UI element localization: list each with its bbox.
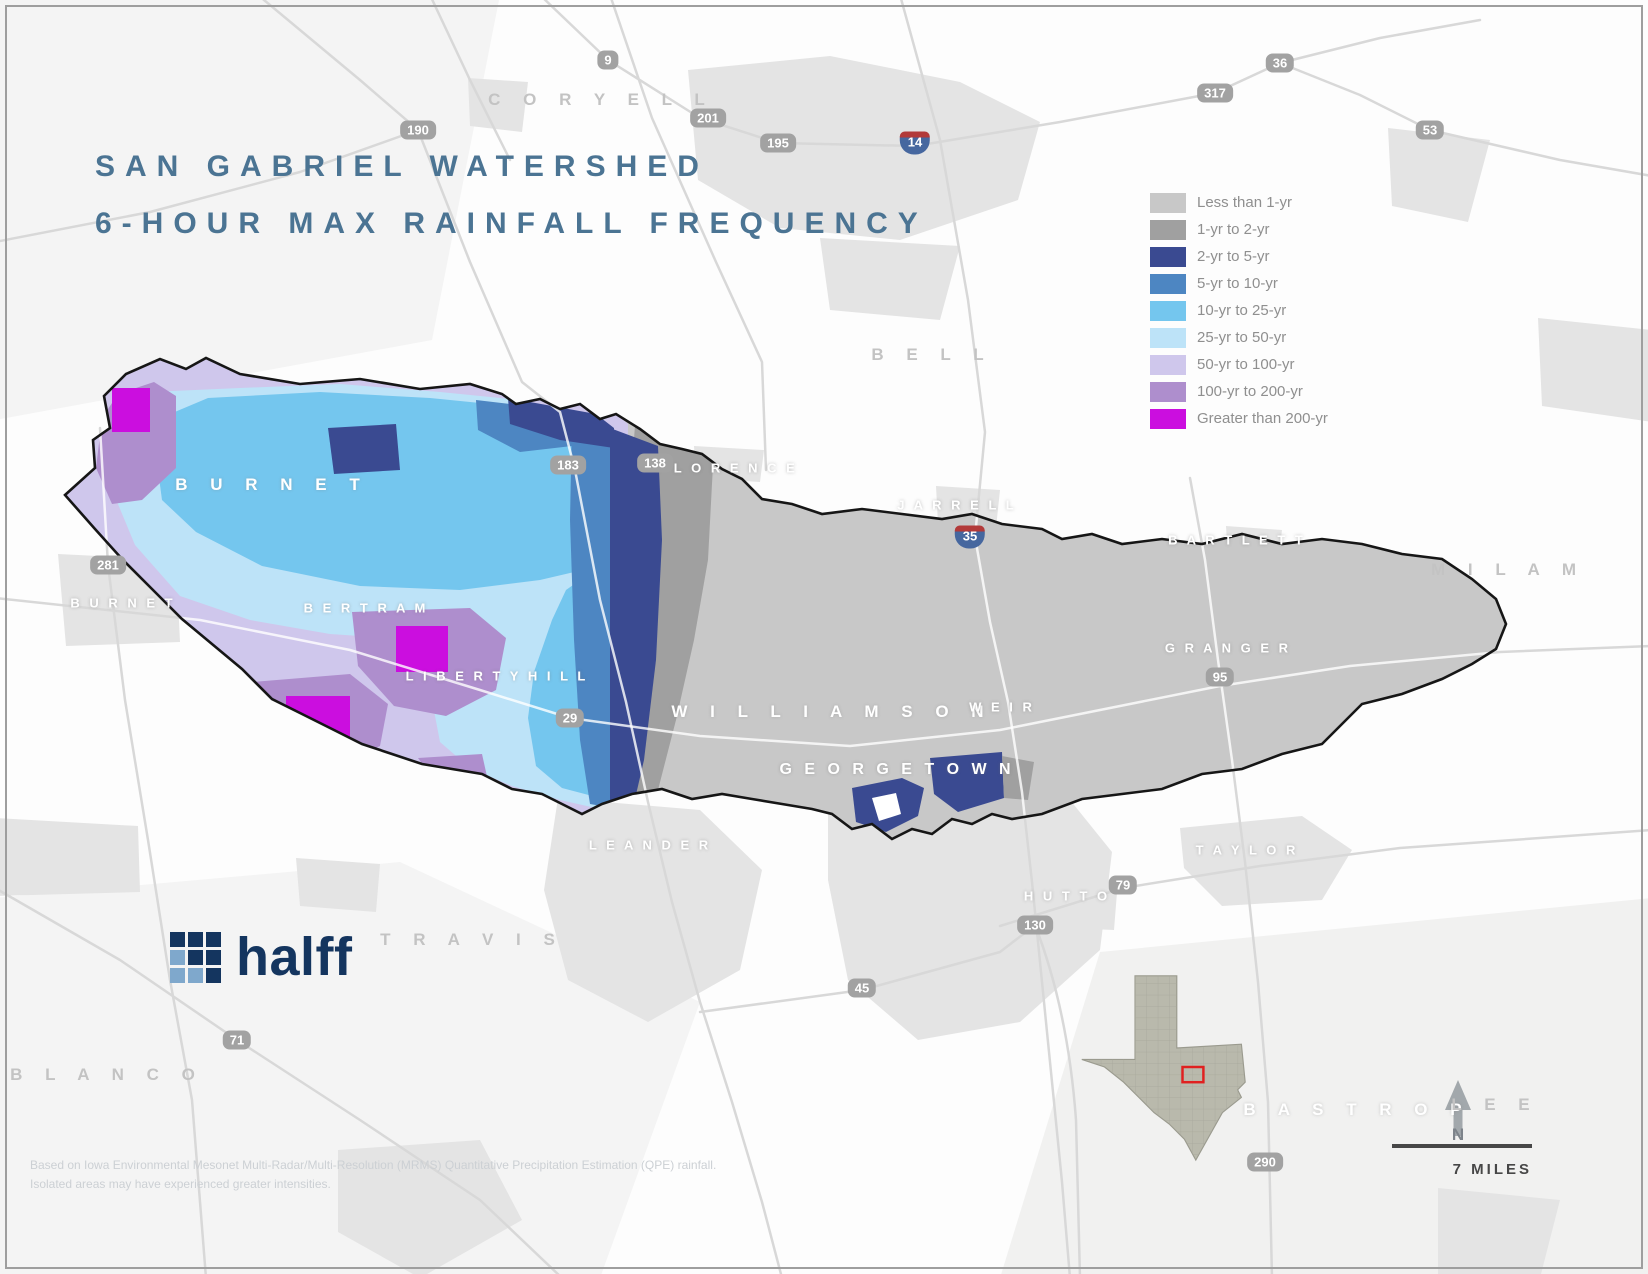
zone-2yr-5yr-georgetown-2	[930, 752, 1004, 812]
texas-inset-map	[1081, 975, 1246, 1162]
legend-label: 5-yr to 10-yr	[1197, 275, 1278, 292]
zone-greater-200yr-2	[396, 626, 448, 672]
legend-item: Greater than 200-yr	[1150, 408, 1328, 429]
legend-item: 25-yr to 50-yr	[1150, 327, 1328, 348]
scale-bar-label: 7 MILES	[1453, 1161, 1532, 1178]
legend-label: 25-yr to 50-yr	[1197, 329, 1287, 346]
logo-cell	[170, 949, 185, 965]
location-highlight-box	[1181, 1065, 1205, 1084]
map-title-line2: 6-HOUR MAX RAINFALL FREQUENCY	[95, 207, 928, 240]
logo-cell	[188, 967, 203, 983]
legend-swatch	[1150, 327, 1186, 348]
legend-label: Less than 1-yr	[1197, 194, 1293, 211]
logo-cell	[206, 949, 221, 965]
legend-label: 50-yr to 100-yr	[1197, 356, 1295, 373]
footnote-line2: Isolated areas may have experienced grea…	[30, 1176, 331, 1191]
map-title: SAN GABRIEL WATERSHED 6-HOUR MAX RAINFAL…	[95, 138, 928, 252]
zone-greater-200yr-4	[434, 774, 466, 796]
legend-item: 100-yr to 200-yr	[1150, 381, 1328, 402]
legend-label: Greater than 200-yr	[1197, 410, 1328, 427]
north-arrow-stem	[1453, 1108, 1463, 1136]
halff-logo-text: halff	[236, 927, 353, 987]
logo-cell	[170, 967, 185, 983]
legend-label: 1-yr to 2-yr	[1197, 221, 1270, 238]
zone-2yr-5yr-top	[508, 398, 614, 448]
legend-swatch	[1150, 354, 1186, 375]
logo-cell	[170, 931, 185, 947]
zone-georgetown-gap	[872, 793, 901, 821]
halff-logo-icon	[170, 931, 221, 983]
logo-cell	[206, 931, 221, 947]
legend-item: Less than 1-yr	[1150, 192, 1328, 213]
legend-label: 2-yr to 5-yr	[1197, 248, 1270, 265]
zone-2yr-5yr-notch	[328, 424, 400, 474]
legend-swatch	[1150, 381, 1186, 402]
legend-item: 50-yr to 100-yr	[1150, 354, 1328, 375]
zone-10yr-25yr-main	[158, 392, 600, 590]
logo-cell	[188, 949, 203, 965]
legend-swatch	[1150, 300, 1186, 321]
legend-item: 1-yr to 2-yr	[1150, 219, 1328, 240]
legend-item: 2-yr to 5-yr	[1150, 246, 1328, 267]
halff-logo: halff	[170, 930, 353, 984]
legend-swatch	[1150, 192, 1186, 213]
legend-swatch	[1150, 273, 1186, 294]
logo-cell	[188, 931, 203, 947]
footnote-line1: Based on Iowa Environmental Mesonet Mult…	[30, 1158, 717, 1172]
zone-greater-200yr-3	[286, 696, 350, 742]
legend-swatch	[1150, 219, 1186, 240]
legend-item: 5-yr to 10-yr	[1150, 273, 1328, 294]
zone-2yr-5yr-band	[610, 428, 662, 812]
zone-1yr-2yr-georgetown	[1002, 756, 1034, 800]
legend-item: 10-yr to 25-yr	[1150, 300, 1328, 321]
legend-swatch	[1150, 408, 1186, 429]
legend-swatch	[1150, 246, 1186, 267]
legend-label: 100-yr to 200-yr	[1197, 383, 1303, 400]
scale-bar: 7 MILES	[1392, 1144, 1532, 1178]
legend: Less than 1-yr 1-yr to 2-yr 2-yr to 5-yr…	[1150, 192, 1328, 435]
north-arrow: N	[1445, 1080, 1471, 1144]
north-arrow-head	[1445, 1080, 1471, 1110]
north-label: N	[1452, 1125, 1464, 1144]
zone-greater-200yr-1	[112, 388, 150, 432]
texas-county-grid	[1081, 975, 1246, 1161]
map-title-line1: SAN GABRIEL WATERSHED	[95, 150, 709, 183]
legend-label: 10-yr to 25-yr	[1197, 302, 1287, 319]
logo-cell	[206, 967, 221, 983]
footnote: Based on Iowa Environmental Mesonet Mult…	[30, 1156, 716, 1193]
